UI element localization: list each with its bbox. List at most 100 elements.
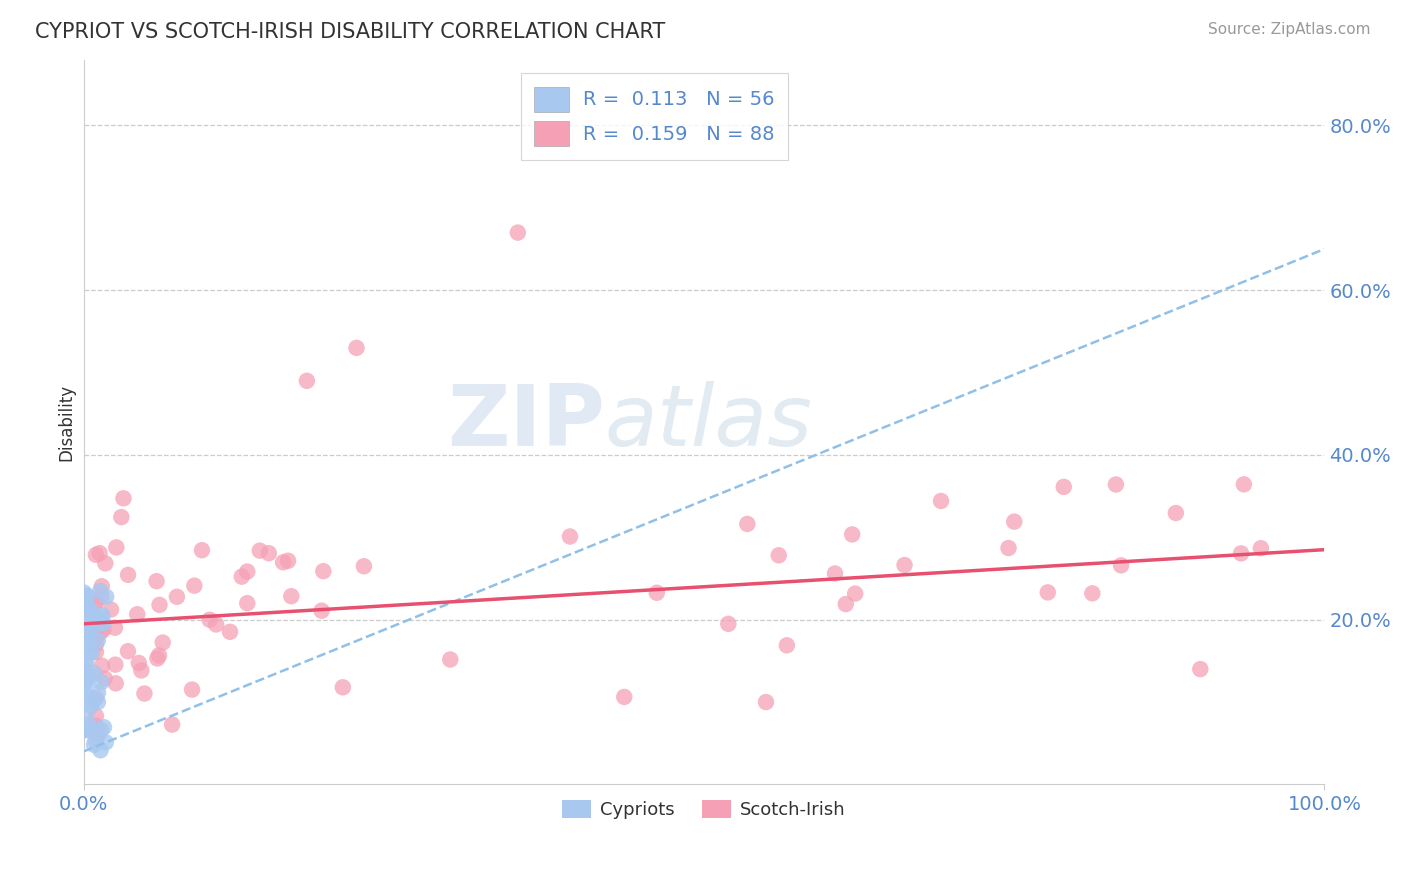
Text: ZIP: ZIP — [447, 381, 605, 464]
Point — [1250, 541, 1272, 556]
Point — [191, 543, 214, 558]
Point — [844, 586, 866, 600]
Point — [83, 738, 105, 752]
Point — [89, 743, 111, 757]
Point — [198, 613, 221, 627]
Point — [145, 574, 167, 589]
Point — [755, 695, 778, 709]
Point — [94, 735, 117, 749]
Point — [73, 676, 96, 690]
Point — [219, 624, 242, 639]
Point — [148, 598, 170, 612]
Point — [84, 548, 107, 562]
Point — [148, 648, 170, 663]
Point — [87, 728, 110, 742]
Point — [75, 706, 97, 721]
Point — [160, 717, 183, 731]
Point — [439, 652, 461, 666]
Point — [737, 516, 759, 531]
Point — [89, 613, 111, 627]
Point — [1233, 477, 1256, 491]
Point — [77, 609, 100, 624]
Point — [87, 695, 110, 709]
Point — [105, 541, 128, 555]
Point — [77, 722, 100, 736]
Point — [824, 566, 846, 581]
Point — [87, 686, 110, 700]
Point — [73, 636, 96, 650]
Point — [84, 690, 107, 705]
Point — [76, 673, 98, 688]
Point — [134, 686, 156, 700]
Point — [1164, 506, 1187, 520]
Point — [90, 610, 112, 624]
Point — [295, 374, 318, 388]
Point — [100, 602, 122, 616]
Point — [90, 675, 112, 690]
Point — [841, 527, 863, 541]
Point — [79, 622, 101, 636]
Point — [80, 619, 103, 633]
Point — [73, 723, 96, 738]
Point — [77, 626, 100, 640]
Point — [87, 633, 110, 648]
Point — [1230, 546, 1253, 560]
Point — [346, 341, 368, 355]
Point — [280, 589, 302, 603]
Point — [80, 646, 103, 660]
Point — [84, 709, 107, 723]
Point — [1105, 477, 1128, 491]
Point — [75, 665, 97, 679]
Point — [205, 617, 228, 632]
Point — [128, 656, 150, 670]
Point — [84, 629, 107, 643]
Point — [645, 586, 668, 600]
Point — [249, 543, 271, 558]
Point — [768, 549, 790, 563]
Point — [236, 596, 259, 610]
Point — [84, 630, 107, 644]
Point — [84, 638, 107, 652]
Point — [127, 607, 149, 622]
Point — [166, 590, 188, 604]
Point — [76, 600, 98, 615]
Point — [77, 644, 100, 658]
Point — [1081, 586, 1104, 600]
Point — [929, 494, 952, 508]
Point — [83, 693, 105, 707]
Point — [75, 671, 97, 685]
Point — [277, 554, 299, 568]
Point — [73, 585, 96, 599]
Point — [332, 681, 354, 695]
Point — [75, 590, 97, 604]
Point — [76, 613, 98, 627]
Point — [77, 717, 100, 731]
Point — [77, 600, 100, 615]
Point — [84, 596, 107, 610]
Point — [73, 666, 96, 681]
Point — [104, 676, 127, 690]
Point — [84, 627, 107, 641]
Point — [131, 664, 153, 678]
Point — [236, 565, 259, 579]
Point — [76, 589, 98, 603]
Point — [75, 655, 97, 669]
Point — [73, 599, 96, 613]
Point — [257, 546, 280, 560]
Point — [835, 597, 858, 611]
Point — [76, 723, 98, 737]
Point — [89, 546, 111, 560]
Point — [110, 510, 132, 524]
Point — [75, 691, 97, 706]
Point — [93, 616, 115, 631]
Point — [84, 733, 107, 747]
Point — [93, 672, 115, 686]
Point — [112, 491, 135, 506]
Point — [84, 645, 107, 659]
Point — [93, 720, 115, 734]
Point — [717, 616, 740, 631]
Point — [89, 583, 111, 598]
Text: atlas: atlas — [605, 381, 813, 464]
Point — [76, 668, 98, 682]
Point — [73, 606, 96, 620]
